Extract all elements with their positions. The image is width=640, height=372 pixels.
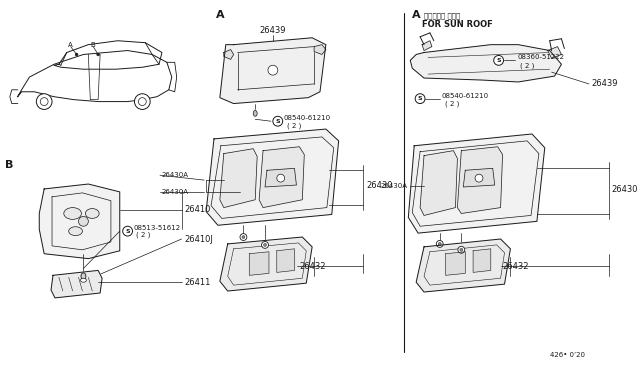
Text: 26430: 26430 xyxy=(611,185,638,195)
Text: B: B xyxy=(91,42,95,48)
Ellipse shape xyxy=(68,227,83,235)
Circle shape xyxy=(40,98,48,106)
Text: 26430: 26430 xyxy=(366,180,392,189)
Text: A: A xyxy=(216,10,225,20)
Circle shape xyxy=(493,55,504,65)
Text: サンルーフ シヨウ: サンルーフ シヨウ xyxy=(424,12,460,19)
Circle shape xyxy=(273,116,283,126)
Text: 08513-51612: 08513-51612 xyxy=(134,225,180,231)
Polygon shape xyxy=(410,45,561,82)
Text: A: A xyxy=(412,10,421,20)
Circle shape xyxy=(268,65,278,75)
Text: ( 2 ): ( 2 ) xyxy=(445,100,459,107)
Polygon shape xyxy=(548,46,561,58)
Text: ( 2 ): ( 2 ) xyxy=(520,62,534,68)
Circle shape xyxy=(436,240,443,247)
Polygon shape xyxy=(463,169,495,187)
Circle shape xyxy=(75,53,78,56)
Circle shape xyxy=(123,226,132,236)
Circle shape xyxy=(458,246,465,253)
Text: A: A xyxy=(68,42,73,48)
Polygon shape xyxy=(445,252,465,275)
Text: B: B xyxy=(5,160,13,170)
Circle shape xyxy=(242,235,245,238)
Polygon shape xyxy=(259,147,304,208)
Polygon shape xyxy=(408,134,545,233)
Text: 26439: 26439 xyxy=(591,79,618,89)
Ellipse shape xyxy=(253,110,257,116)
Text: 26410J: 26410J xyxy=(184,234,213,244)
Circle shape xyxy=(240,234,247,240)
Circle shape xyxy=(97,53,100,56)
Polygon shape xyxy=(206,129,339,225)
Ellipse shape xyxy=(81,273,86,280)
Polygon shape xyxy=(276,249,294,272)
Text: 26430A: 26430A xyxy=(162,172,189,178)
Text: 26432: 26432 xyxy=(502,262,529,271)
Circle shape xyxy=(138,98,147,106)
Circle shape xyxy=(134,94,150,109)
Text: 26410: 26410 xyxy=(184,205,211,214)
Text: S: S xyxy=(125,229,130,234)
Polygon shape xyxy=(220,237,312,291)
Text: 08540-61210: 08540-61210 xyxy=(442,93,489,99)
Text: 08360-51222: 08360-51222 xyxy=(517,54,564,60)
Polygon shape xyxy=(250,252,269,275)
Text: 08540-61210: 08540-61210 xyxy=(284,115,331,121)
Polygon shape xyxy=(473,249,491,272)
Circle shape xyxy=(438,243,441,246)
Text: 26430A: 26430A xyxy=(162,189,189,195)
Polygon shape xyxy=(422,41,432,51)
Text: 426• 0’20: 426• 0’20 xyxy=(550,352,585,358)
Circle shape xyxy=(460,248,463,251)
Text: ( 2 ): ( 2 ) xyxy=(136,232,151,238)
Polygon shape xyxy=(265,169,296,187)
Circle shape xyxy=(415,94,425,103)
Text: ( 2 ): ( 2 ) xyxy=(287,123,301,129)
Polygon shape xyxy=(416,239,511,292)
Ellipse shape xyxy=(85,209,99,218)
Polygon shape xyxy=(39,184,120,259)
Circle shape xyxy=(262,241,268,248)
Circle shape xyxy=(36,94,52,109)
Circle shape xyxy=(264,243,266,246)
Text: 26432: 26432 xyxy=(300,262,326,271)
Polygon shape xyxy=(458,147,502,214)
Text: S: S xyxy=(275,119,280,124)
Text: 26411: 26411 xyxy=(184,278,211,287)
Circle shape xyxy=(79,217,88,226)
Polygon shape xyxy=(220,38,326,103)
Text: S: S xyxy=(496,58,501,63)
Polygon shape xyxy=(420,151,458,215)
Text: 26439: 26439 xyxy=(260,26,286,35)
Polygon shape xyxy=(224,49,234,60)
Ellipse shape xyxy=(81,278,86,282)
Circle shape xyxy=(475,174,483,182)
Polygon shape xyxy=(314,45,326,54)
Circle shape xyxy=(276,174,285,182)
Text: FOR SUN ROOF: FOR SUN ROOF xyxy=(422,20,493,29)
Text: S: S xyxy=(418,96,422,101)
Text: 26430A: 26430A xyxy=(380,183,407,189)
Ellipse shape xyxy=(64,208,81,219)
Polygon shape xyxy=(51,270,102,298)
Polygon shape xyxy=(220,149,257,208)
